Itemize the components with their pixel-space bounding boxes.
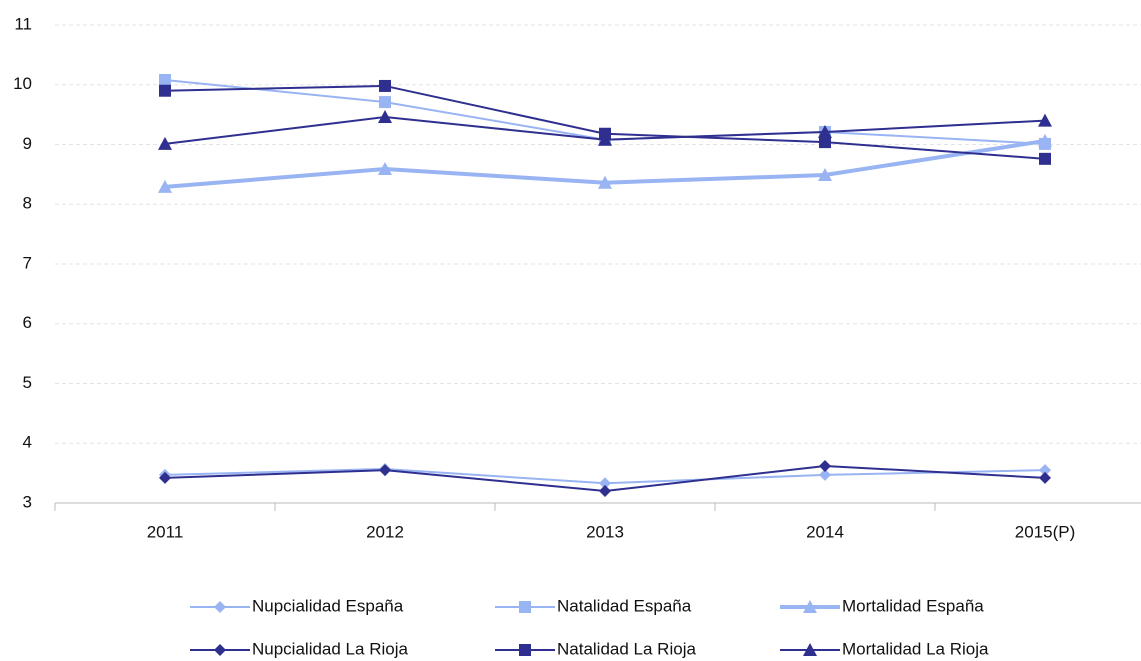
- x-tick-label: 2012: [366, 522, 404, 541]
- point: [1039, 464, 1051, 477]
- point: [159, 84, 171, 97]
- point: [818, 167, 832, 181]
- y-tick-label: 3: [23, 492, 32, 511]
- point: [158, 136, 172, 150]
- legend-label: Natalidad La Rioja: [557, 639, 696, 658]
- point: [819, 459, 831, 472]
- point: [1038, 133, 1052, 147]
- legend-marker: [214, 644, 226, 656]
- x-tick-label: 2013: [586, 522, 624, 541]
- x-tick-label: 2011: [147, 522, 184, 541]
- legend-marker: [803, 643, 817, 656]
- legend-marker: [519, 644, 531, 656]
- point: [819, 136, 831, 149]
- legend-label: Mortalidad La Rioja: [842, 639, 989, 658]
- y-tick-label: 10: [13, 74, 32, 93]
- legend-label: Nupcialidad España: [252, 596, 404, 615]
- y-tick-label: 9: [23, 134, 32, 153]
- y-tick-label: 8: [23, 194, 32, 213]
- point: [819, 468, 831, 481]
- legend-marker: [519, 601, 531, 613]
- legend-label: Mortalidad España: [842, 596, 984, 615]
- y-tick-label: 5: [23, 373, 32, 392]
- legend-label: Nupcialidad La Rioja: [252, 639, 408, 658]
- point: [1039, 152, 1051, 165]
- point: [599, 477, 611, 490]
- point: [379, 96, 391, 109]
- point: [598, 132, 612, 146]
- point: [159, 471, 171, 484]
- legend-marker: [214, 601, 226, 613]
- point: [379, 464, 391, 477]
- point: [379, 79, 391, 92]
- x-tick-label: 2015(P): [1015, 522, 1075, 541]
- point: [158, 179, 172, 193]
- point: [598, 175, 612, 189]
- point: [1039, 471, 1051, 484]
- point: [1038, 113, 1052, 127]
- point: [818, 124, 832, 138]
- y-tick-label: 11: [14, 14, 32, 33]
- y-tick-label: 4: [23, 433, 32, 452]
- y-tick-label: 7: [23, 253, 32, 272]
- point: [159, 73, 171, 86]
- y-tick-label: 6: [23, 313, 32, 332]
- point: [378, 161, 392, 175]
- legend-label: Natalidad España: [557, 596, 692, 615]
- legend-marker: [803, 600, 817, 613]
- x-tick-label: 2014: [806, 522, 844, 541]
- point: [378, 110, 392, 124]
- point: [599, 485, 611, 498]
- series-line: [164, 84, 1046, 160]
